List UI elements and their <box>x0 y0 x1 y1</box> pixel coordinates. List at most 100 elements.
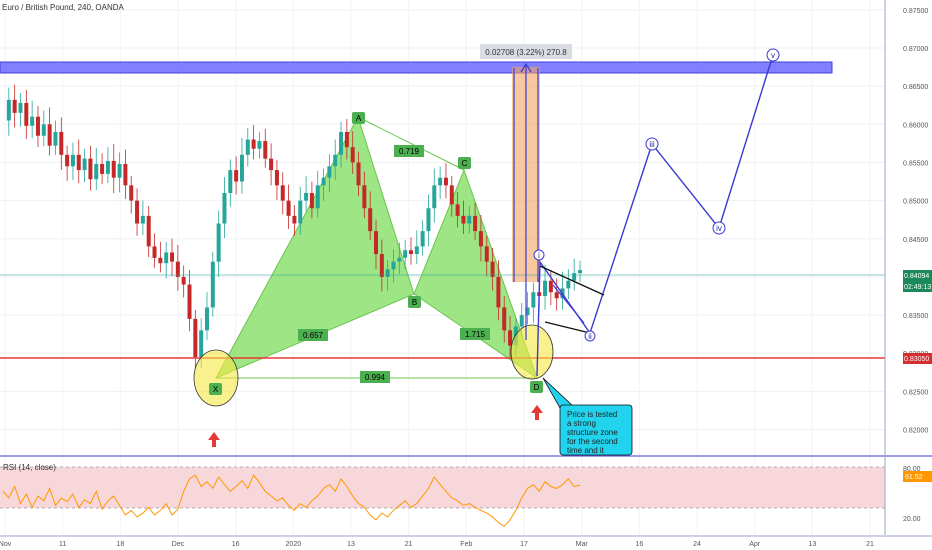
point-d-label: D <box>530 381 543 393</box>
candle-body <box>100 163 105 174</box>
time-tick-label: 13 <box>808 541 816 548</box>
rsi-label: RSI (14, close) <box>3 463 56 472</box>
candle-body <box>304 192 309 201</box>
price-tick-label: 0.87000 <box>903 46 928 53</box>
candle-body <box>443 177 448 186</box>
candle-body <box>12 99 17 113</box>
candle-body <box>478 231 483 247</box>
candle-body <box>420 231 425 247</box>
candle-body <box>490 261 495 277</box>
candle-body <box>449 185 454 205</box>
annotation-line-1: Price is tested <box>567 410 617 419</box>
svg-text:02:49:13: 02:49:13 <box>904 284 931 291</box>
candle-body <box>18 102 23 113</box>
time-tick-label: 24 <box>693 541 701 548</box>
svg-text:0.719: 0.719 <box>399 147 420 156</box>
time-tick-label: Mar <box>576 541 589 548</box>
candle-body <box>251 139 256 149</box>
annotation-line-3: structure zone <box>567 428 618 437</box>
candle-body <box>309 192 314 209</box>
candle-body <box>473 215 478 232</box>
resistance-zone[interactable] <box>0 61 833 74</box>
ratio-ac-label: 0.719 <box>394 145 424 157</box>
support-price-tag: 0.83050 <box>903 353 932 364</box>
candle-body <box>47 124 52 146</box>
candle-body <box>484 246 489 262</box>
candle-body <box>76 154 81 171</box>
price-tick-label: 0.86500 <box>903 84 928 91</box>
time-axis: Nov 11 18 Dec 16 2020 13 21 Feb 17 Mar 16 24 Apr 13 21 <box>0 541 874 548</box>
candle-body <box>88 158 93 180</box>
price-tick-label: 0.83500 <box>903 313 928 320</box>
candle-body <box>228 170 233 193</box>
point-c-label: C <box>458 157 471 169</box>
candle-body <box>502 307 507 331</box>
annotation-line-2: a strong <box>567 419 596 428</box>
wave-label-iii: iii <box>645 137 659 151</box>
current-price-tag: 0.84094 02:49:13 <box>903 270 932 292</box>
ratio-bd-label: 1.715 <box>460 328 490 340</box>
candle-body <box>146 215 151 247</box>
time-tick-label: 2020 <box>286 541 302 548</box>
svg-text:61.52: 61.52 <box>905 474 923 481</box>
point-a-label: A <box>352 112 365 124</box>
candle-body <box>374 231 379 255</box>
price-tick-label: 0.87500 <box>903 8 928 15</box>
svg-text:iv: iv <box>716 224 722 233</box>
price-tick-label: 0.84500 <box>903 237 928 244</box>
candle-body <box>339 131 344 155</box>
time-tick-label: 18 <box>116 541 124 548</box>
point-b-label: B <box>408 296 421 308</box>
svg-text:1.715: 1.715 <box>465 330 486 339</box>
ac-line <box>357 116 465 171</box>
candle-body <box>158 257 163 264</box>
price-tick-label: 0.86000 <box>903 122 928 129</box>
candle-body <box>234 170 239 182</box>
time-tick-label: 17 <box>520 541 528 548</box>
candle-body <box>199 330 204 358</box>
candle-body <box>263 141 268 159</box>
candle-body <box>286 200 291 216</box>
candle-body <box>548 280 553 293</box>
candle-body <box>222 192 227 224</box>
candle-body <box>24 102 29 126</box>
time-tick-label: 13 <box>347 541 355 548</box>
candle-body <box>519 315 524 327</box>
measure-label-box <box>480 44 572 59</box>
price-tick-label: 0.82500 <box>903 389 928 396</box>
measure-arrow-head <box>520 62 532 73</box>
candle-body <box>170 252 175 262</box>
annotation-callout[interactable]: Price is tested a strong structure zone … <box>542 377 633 456</box>
candle-body <box>408 250 413 255</box>
candle-body <box>292 215 297 224</box>
point-x-label: X <box>209 383 222 395</box>
time-tick-label: Apr <box>749 541 761 548</box>
svg-text:v: v <box>771 51 775 60</box>
candle-body <box>438 177 443 186</box>
candle-body <box>543 280 548 296</box>
triangle-upper-line[interactable] <box>539 265 605 296</box>
candle-body <box>187 284 192 319</box>
price-tick-label: 0.82000 <box>903 428 928 435</box>
annotation-line-5: time and it <box>567 446 605 455</box>
candle-body <box>193 318 198 358</box>
svg-text:i: i <box>538 251 540 260</box>
candle-body <box>94 163 99 180</box>
svg-text:0.83050: 0.83050 <box>904 356 929 363</box>
candle-body <box>175 261 180 277</box>
candle-body <box>257 141 262 149</box>
candle-body <box>82 158 87 171</box>
svg-text:X: X <box>213 385 219 394</box>
triangle-lower-line[interactable] <box>544 321 591 334</box>
candle-body <box>30 116 35 126</box>
candle-body <box>70 154 75 167</box>
candle-body <box>65 154 70 167</box>
candle-body <box>508 330 513 346</box>
wave-path[interactable] <box>536 54 774 377</box>
candle-body <box>554 292 559 299</box>
svg-text:0.657: 0.657 <box>303 331 324 340</box>
wave-label-iv: iv <box>712 221 726 235</box>
x-structure-ellipse <box>193 349 239 407</box>
candle-body <box>525 307 530 316</box>
